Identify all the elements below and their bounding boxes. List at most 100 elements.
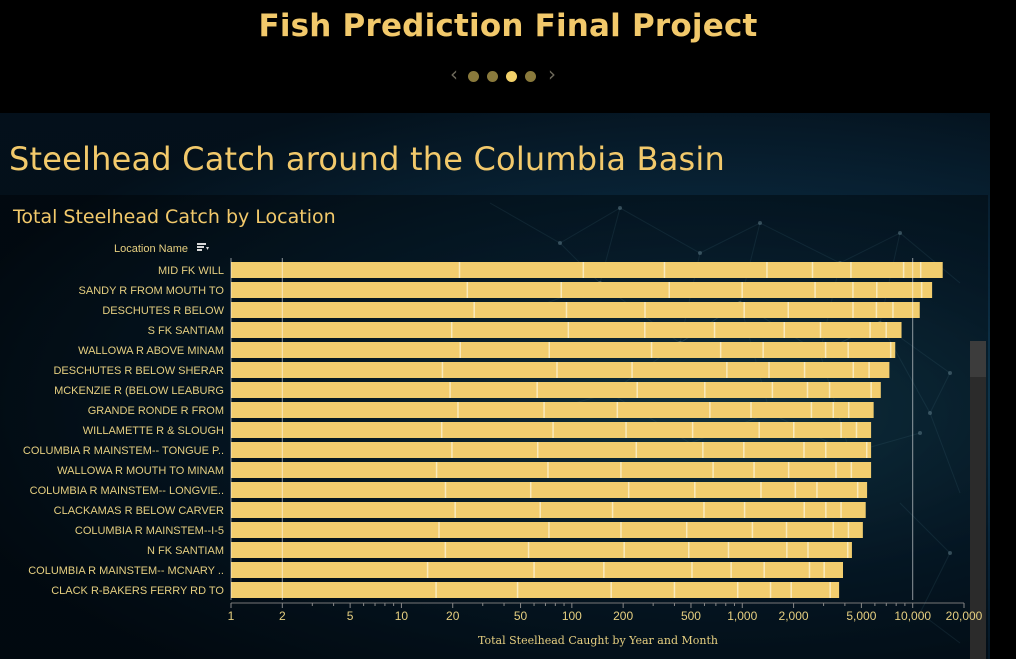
bar-segment: [435, 462, 438, 478]
bar-segment: [444, 482, 447, 498]
chevron-left-icon[interactable]: ‹: [450, 62, 458, 86]
bar[interactable]: [231, 322, 902, 338]
chevron-right-icon[interactable]: ›: [548, 62, 556, 86]
bar-segment: [473, 302, 475, 318]
bar-segment: [847, 522, 850, 538]
bar-segment: [829, 582, 831, 598]
bar[interactable]: [231, 582, 840, 598]
category-label: GRANDE RONDE R FROM: [88, 405, 224, 417]
bar[interactable]: [231, 402, 874, 418]
bar[interactable]: [231, 262, 943, 278]
bar-segment: [703, 502, 705, 518]
bar-segment: [919, 262, 922, 278]
bar-segment: [803, 502, 806, 518]
category-label: MID FK WILL: [158, 265, 224, 277]
bar-segment: [743, 302, 745, 318]
bar-segment: [644, 302, 646, 318]
vertical-scrollbar[interactable]: [970, 341, 986, 659]
bar[interactable]: [231, 442, 872, 458]
bar-segment: [743, 502, 746, 518]
bar-segment: [625, 422, 627, 438]
location-name-header[interactable]: Location Name: [114, 243, 188, 255]
bar-segment: [808, 562, 811, 578]
bar-segment: [650, 342, 653, 358]
category-label: DESCHUTES R BELOW SHERAR: [53, 365, 224, 377]
bar-segment: [835, 462, 837, 478]
bar-segment: [840, 422, 842, 438]
carousel-dot-2[interactable]: [487, 71, 498, 82]
bar-segment: [441, 362, 444, 378]
bar-segment: [760, 482, 762, 498]
sort-icon[interactable]: [197, 243, 209, 254]
bar-segment: [727, 542, 730, 558]
bar-segment: [567, 322, 570, 338]
category-label: COLUMBIA R MAINSTEM--I-5: [75, 525, 224, 537]
bar[interactable]: [231, 282, 933, 298]
bar[interactable]: [231, 382, 881, 398]
bar-segment: [753, 462, 755, 478]
bar[interactable]: [231, 302, 920, 318]
bar-segment: [635, 442, 638, 458]
bar-segment: [855, 422, 858, 438]
bar-segment: [426, 562, 429, 578]
bar-segment: [644, 322, 646, 338]
bar[interactable]: [231, 362, 890, 378]
carousel-dot-3[interactable]: [506, 71, 517, 82]
bar-segment: [852, 362, 855, 378]
bar-segment: [459, 342, 462, 358]
bar-segment: [823, 562, 825, 578]
bar-segment: [790, 582, 792, 598]
bar-segment: [438, 522, 440, 538]
bar[interactable]: [231, 462, 872, 478]
category-label: SANDY R FROM MOUTH TO: [79, 285, 225, 297]
bar-segment: [816, 482, 818, 498]
bar[interactable]: [231, 562, 844, 578]
carousel-dot-1[interactable]: [468, 71, 479, 82]
bar[interactable]: [231, 482, 868, 498]
scrollbar-thumb[interactable]: [970, 341, 986, 377]
x-tick-label: 1: [228, 609, 235, 623]
category-label: S FK SANTIAM: [148, 325, 224, 337]
bar-segment: [636, 382, 638, 398]
bar[interactable]: [231, 502, 866, 518]
bar[interactable]: [231, 342, 896, 358]
bar-segment: [536, 442, 539, 458]
bar-segment: [565, 302, 568, 318]
bar-segment: [552, 422, 554, 438]
bar-segment: [771, 382, 774, 398]
bar[interactable]: [231, 422, 872, 438]
bar-segment: [832, 402, 835, 418]
bar-segment: [889, 342, 892, 358]
category-label: WALLOWA R MOUTH TO MINAM: [57, 465, 224, 477]
bar[interactable]: [231, 542, 852, 558]
bar-segment: [726, 362, 728, 378]
bar-segment: [556, 362, 558, 378]
bar-segment: [533, 562, 535, 578]
bar-segment: [810, 402, 813, 418]
bar-segment: [766, 262, 768, 278]
bar-segment: [543, 402, 545, 418]
category-label: WALLOWA R ABOVE MINAM: [78, 345, 224, 357]
dashboard-title: Steelhead Catch around the Columbia Basi…: [9, 140, 725, 178]
bar-segment: [457, 402, 459, 418]
bar-segment: [807, 542, 809, 558]
bar-segment: [713, 322, 716, 338]
bar-segment: [743, 442, 745, 458]
bar-segment: [787, 302, 790, 318]
bar-segment: [762, 342, 764, 358]
bar-segment: [704, 382, 706, 398]
bar-segment: [623, 542, 625, 558]
x-tick-label: 10,000: [894, 609, 931, 623]
bar-segment: [840, 502, 842, 518]
bar-segment: [803, 362, 806, 378]
carousel-dot-4[interactable]: [525, 71, 536, 82]
bar-segment: [616, 402, 619, 418]
bar-segment: [691, 562, 693, 578]
bar-segment: [850, 262, 852, 278]
bar-segment: [852, 282, 854, 298]
bar[interactable]: [231, 522, 863, 538]
bar-segment: [539, 502, 541, 518]
bar-segment: [582, 262, 585, 278]
bar-segment: [529, 482, 532, 498]
bar-segment: [763, 562, 765, 578]
